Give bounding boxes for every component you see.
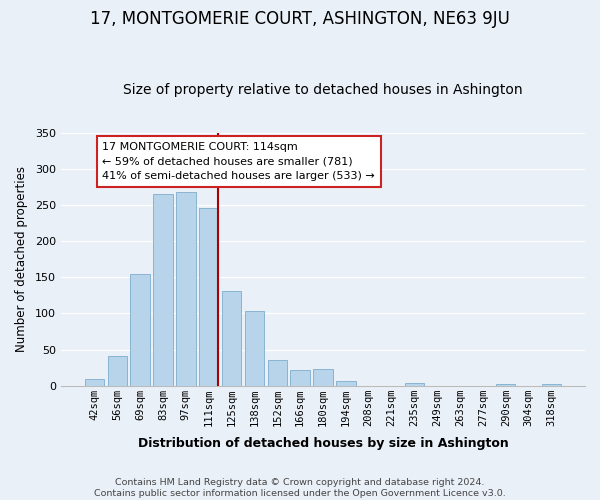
Bar — [245, 311, 264, 386]
Bar — [222, 291, 241, 386]
Bar — [496, 384, 515, 386]
Bar — [85, 379, 104, 386]
X-axis label: Distribution of detached houses by size in Ashington: Distribution of detached houses by size … — [137, 437, 508, 450]
Bar — [404, 382, 424, 386]
Text: 17, MONTGOMERIE COURT, ASHINGTON, NE63 9JU: 17, MONTGOMERIE COURT, ASHINGTON, NE63 9… — [90, 10, 510, 28]
Bar — [268, 360, 287, 386]
Text: 17 MONTGOMERIE COURT: 114sqm
← 59% of detached houses are smaller (781)
41% of s: 17 MONTGOMERIE COURT: 114sqm ← 59% of de… — [103, 142, 375, 181]
Bar — [542, 384, 561, 386]
Bar — [176, 192, 196, 386]
Bar — [290, 370, 310, 386]
Bar — [154, 194, 173, 386]
Bar — [107, 356, 127, 386]
Bar — [336, 382, 356, 386]
Bar — [199, 208, 218, 386]
Bar — [130, 274, 150, 386]
Text: Contains HM Land Registry data © Crown copyright and database right 2024.
Contai: Contains HM Land Registry data © Crown c… — [94, 478, 506, 498]
Bar — [313, 369, 332, 386]
Y-axis label: Number of detached properties: Number of detached properties — [15, 166, 28, 352]
Title: Size of property relative to detached houses in Ashington: Size of property relative to detached ho… — [123, 83, 523, 97]
